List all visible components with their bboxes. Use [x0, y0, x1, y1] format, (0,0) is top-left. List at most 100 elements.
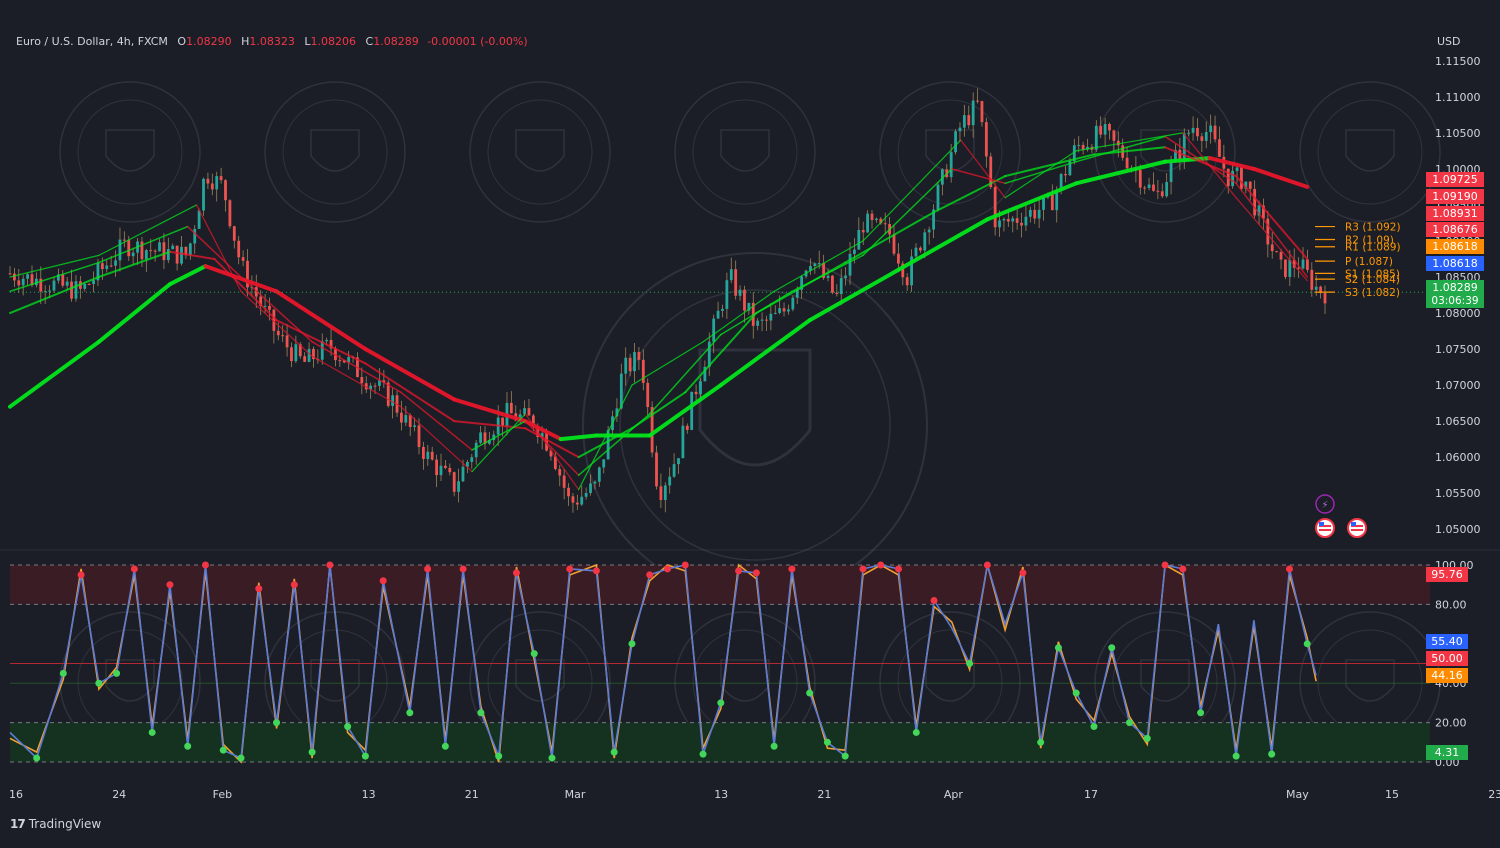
watermark-seal-icon: [1299, 81, 1441, 223]
time-axis-tick: 24: [112, 788, 126, 801]
time-axis-tick: May: [1286, 788, 1309, 801]
oversold-marker: [806, 689, 814, 697]
price-tag: [1426, 172, 1484, 187]
oversold-marker: [841, 752, 849, 760]
candle-body: [413, 425, 417, 427]
candle-body: [114, 260, 117, 266]
overbought-marker: [77, 571, 85, 579]
watermark-shield-icon: [925, 129, 975, 172]
us-flag-icon[interactable]: [1315, 518, 1335, 538]
candle-body: [448, 467, 452, 473]
oversold-marker: [1268, 750, 1276, 758]
candle-body: [1138, 169, 1142, 188]
candle-body: [813, 263, 817, 266]
candle-body: [1275, 251, 1279, 253]
candle-body: [1165, 182, 1169, 197]
candle-body: [743, 289, 746, 311]
moving-average-segment: [862, 139, 962, 242]
candle-body: [967, 115, 971, 126]
candle-body: [954, 131, 957, 153]
candle-body: [202, 178, 205, 211]
moving-average-segment: [274, 289, 368, 352]
candle-body: [26, 274, 29, 279]
candle-body: [672, 464, 676, 477]
moving-average-segment: [400, 391, 473, 451]
candle-body: [162, 242, 166, 261]
time-axis-tick: 23: [1488, 788, 1500, 801]
candle-body: [65, 281, 69, 286]
candle-body: [1086, 146, 1089, 150]
symbol-title[interactable]: Euro / U.S. Dollar, 4h, FXCM: [16, 35, 168, 48]
candle-body: [892, 234, 896, 254]
high-value: 1.08323: [249, 35, 295, 48]
moving-average-segment: [168, 250, 216, 260]
countdown-label: 03:06:39: [1431, 295, 1478, 307]
oversold-marker: [610, 748, 618, 756]
us-flag-stripe-icon: [1319, 529, 1331, 531]
oscillator-tag: [1426, 651, 1468, 666]
candle-body: [765, 319, 768, 321]
candle-body: [857, 230, 861, 250]
candle-body: [602, 459, 606, 468]
candle-body: [241, 257, 245, 261]
candle-body: [637, 352, 641, 360]
candle-body: [993, 187, 997, 228]
candle-body: [699, 381, 702, 395]
moving-average-segment: [631, 341, 704, 386]
candle-body: [188, 243, 192, 256]
candle-body: [1240, 167, 1243, 189]
candle-body: [435, 459, 439, 476]
overbought-marker: [681, 561, 689, 569]
moving-average-segment: [167, 264, 208, 287]
candle-body: [831, 275, 834, 293]
lightning-icon[interactable]: [1315, 494, 1335, 514]
watermark-shield-icon: [515, 659, 565, 702]
us-flag-stripe-icon: [1319, 525, 1331, 527]
candle-body: [879, 218, 883, 224]
candle-body: [760, 319, 764, 321]
overbought-marker: [255, 585, 263, 593]
oversold-marker: [406, 709, 414, 717]
overbought-marker: [1285, 565, 1293, 573]
watermark-big-shield-icon: [698, 348, 812, 467]
overbought-marker: [735, 567, 743, 575]
oversold-zone: [10, 722, 1430, 762]
candle-body: [580, 496, 584, 505]
candle-body: [501, 417, 504, 426]
moving-average-segment: [773, 240, 864, 292]
moving-average-segment: [1207, 156, 1256, 171]
moving-average-segment: [1075, 135, 1166, 163]
overbought-marker: [664, 565, 671, 573]
candle-body: [905, 277, 909, 286]
candle-body: [589, 483, 592, 493]
candle-body: [606, 430, 610, 460]
open-label: O: [177, 35, 187, 48]
us-flag-icon[interactable]: [1347, 518, 1367, 538]
watermark-seal-ring-icon: [282, 99, 388, 205]
oversold-marker: [95, 679, 103, 687]
candle-body: [1103, 124, 1107, 135]
moving-average-segment: [9, 275, 100, 315]
candle-body: [1209, 125, 1213, 133]
currency-label[interactable]: USD: [1437, 35, 1461, 48]
candle-body: [404, 415, 408, 423]
candle-body: [655, 452, 658, 487]
candle-body: [1262, 205, 1265, 219]
candle-body: [224, 180, 227, 201]
moving-average-segment: [471, 420, 527, 451]
moving-average-segment: [577, 427, 633, 459]
candle-body: [470, 457, 474, 462]
candle-body: [48, 290, 51, 292]
candle-body: [817, 263, 821, 265]
candle-body: [1200, 136, 1204, 141]
time-axis-tick: 17: [1084, 788, 1098, 801]
candle-body: [1306, 259, 1309, 270]
candle-body: [298, 344, 302, 357]
watermark-shield-icon: [105, 659, 155, 702]
pivot-label: P (1.087): [1345, 256, 1393, 268]
tradingview-brand[interactable]: 17 TradingView: [10, 817, 101, 831]
candle-body: [83, 283, 87, 289]
overbought-marker: [424, 565, 432, 573]
